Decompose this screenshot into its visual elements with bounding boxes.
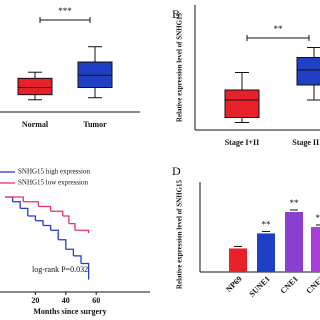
- bar: [285, 212, 303, 272]
- survival-step: [73, 255, 82, 264]
- box: [296, 57, 320, 86]
- x-tick-label: 40: [62, 296, 70, 305]
- survival-step: [43, 224, 52, 231]
- survival-step: [5, 196, 24, 202]
- x-tick-label: 60: [92, 296, 100, 305]
- legend-label: SNHG15 high expression: [18, 168, 90, 176]
- survival-step: [38, 205, 52, 212]
- x-tick-label: Tumor: [83, 120, 107, 129]
- legend-label: SNHG15 low expression: [18, 179, 88, 187]
- significance: **: [274, 24, 284, 34]
- y-axis-label: Relative expression level of SNHG15: [176, 12, 184, 122]
- significance: ***: [58, 6, 72, 16]
- bar: [229, 248, 247, 272]
- survival-step: [81, 262, 90, 280]
- x-tick-label: Stage III+IV: [292, 138, 320, 147]
- survival-step: [5, 196, 14, 202]
- survival-step: [68, 222, 76, 231]
- survival-step: [74, 229, 90, 234]
- x-tick-label: 20: [31, 296, 39, 305]
- box: [77, 61, 113, 89]
- survival-step: [62, 215, 70, 224]
- x-tick-label: SUNE1: [247, 274, 271, 298]
- box: [224, 89, 260, 118]
- x-tick-label: CNE2: [305, 274, 320, 295]
- bar: [311, 227, 320, 272]
- significance: **: [290, 198, 300, 208]
- box: [17, 77, 53, 96]
- significance: **: [316, 213, 320, 223]
- x-tick-label: Normal: [22, 120, 49, 129]
- significance: **: [262, 219, 272, 229]
- survival-step: [50, 210, 64, 216]
- survival-step: [58, 239, 67, 250]
- survival-step: [12, 201, 21, 209]
- survival-step: [35, 220, 44, 226]
- x-tick-label: Stage I+II: [225, 138, 260, 147]
- y-axis-label: Relative expression level of SNHG15: [176, 179, 184, 289]
- survival-step: [23, 201, 40, 207]
- annotation: log-rank P=0.032: [32, 265, 88, 274]
- x-tick-label: NP69: [224, 274, 244, 294]
- bar: [257, 233, 275, 272]
- x-axis-label: Months since surgery: [33, 307, 106, 316]
- survival-step: [20, 207, 29, 216]
- x-tick-label: CNE1: [279, 274, 300, 295]
- panel-label: B: [172, 7, 180, 21]
- panel-label: D: [172, 164, 181, 178]
- survival-step: [50, 229, 59, 240]
- survival-step: [65, 248, 75, 256]
- survival-step: [27, 215, 37, 221]
